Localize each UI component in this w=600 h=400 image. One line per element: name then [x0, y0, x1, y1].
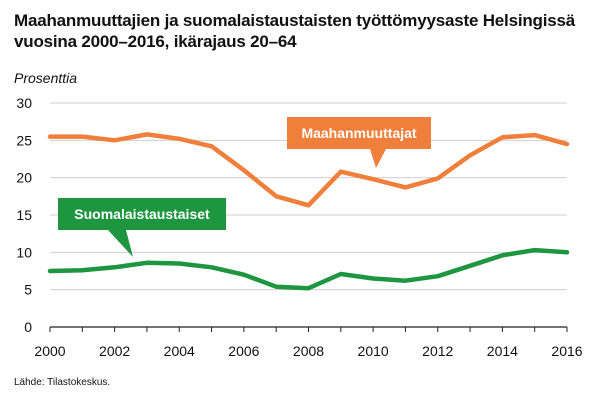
x-tick-marks — [49, 327, 568, 332]
y-tick-label: 10 — [16, 244, 32, 260]
callout-pointer — [370, 149, 386, 168]
series-label: Maahanmuuttajat — [301, 125, 416, 141]
y-tick-label: 0 — [24, 319, 32, 335]
y-tick-labels: 0 5 10 15 20 25 30 — [16, 95, 32, 335]
y-tick-label: 20 — [16, 170, 32, 186]
callout-box — [58, 198, 226, 230]
y-axis-label: Prosenttia — [14, 70, 78, 86]
series-line-1 — [47, 132, 570, 208]
x-tick-label: 2006 — [228, 343, 259, 359]
x-tick-label: 2004 — [164, 343, 195, 359]
callout-2: Suomalaistaustaiset — [58, 198, 226, 257]
callout-box — [287, 117, 431, 149]
y-tick-label: 15 — [16, 207, 32, 223]
x-tick-label: 2010 — [358, 343, 389, 359]
y-tick-label: 25 — [16, 132, 32, 148]
x-tick-labels: 2000 2002 2004 2006 2008 2010 2012 2014 2016 — [34, 343, 582, 359]
y-tick-label: 30 — [16, 95, 32, 111]
x-tick-label: 2012 — [422, 343, 453, 359]
x-tick-label: 2014 — [487, 343, 518, 359]
series-line-2 — [47, 247, 570, 291]
x-tick-label: 2000 — [34, 343, 65, 359]
series-lines — [47, 132, 570, 291]
callout-pointer — [108, 230, 133, 257]
callout-1: Maahanmuuttajat — [287, 117, 431, 168]
x-tick-label: 2016 — [551, 343, 582, 359]
y-tick-label: 5 — [24, 282, 32, 298]
x-tick-label: 2002 — [99, 343, 130, 359]
series-callouts: Maahanmuuttajat Suomalaistaustaiset — [58, 117, 431, 257]
x-tick-label: 2008 — [293, 343, 324, 359]
source-note: Lähde: Tilastokeskus. — [14, 377, 111, 388]
chart-title: Maahanmuuttajien ja suomalaistaustaisten… — [14, 11, 576, 51]
series-label: Suomalaistaustaiset — [74, 206, 210, 222]
